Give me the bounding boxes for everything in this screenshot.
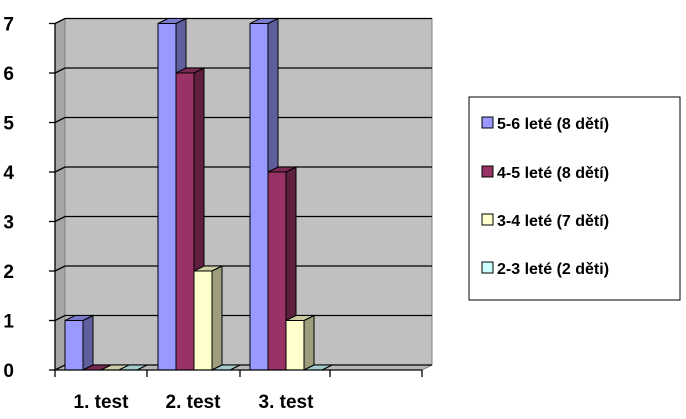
x-tick-label: 1. test — [74, 392, 130, 413]
y-tick-label: 4 — [3, 163, 14, 184]
y-tick-label: 3 — [3, 213, 14, 234]
legend-swatch — [481, 116, 494, 129]
gridline — [54, 166, 432, 173]
y-tick-label: 6 — [3, 64, 14, 85]
bar — [193, 265, 223, 371]
axes — [49, 22, 423, 377]
gridline — [54, 17, 432, 25]
bar — [64, 314, 94, 371]
gridline — [54, 265, 432, 272]
legend-label: 5-6 leté (8 dětí) — [497, 116, 609, 133]
bar-front — [249, 23, 269, 371]
legend-swatch — [481, 165, 494, 178]
x-tick-label: 3. test — [259, 392, 315, 413]
legend-label: 4-5 leté (8 dětí) — [497, 165, 609, 182]
y-tick-label: 5 — [3, 114, 14, 135]
gridline — [54, 116, 432, 124]
bar-front — [64, 320, 84, 371]
bar-front — [175, 72, 195, 371]
legend-swatch — [481, 261, 494, 274]
y-tick-label: 2 — [3, 262, 14, 283]
bar-side — [82, 314, 94, 371]
back-wall — [64, 18, 433, 366]
x-tick-labels: 1. test 2. test 3. test — [74, 392, 315, 413]
legend-label: 3-4 leté (7 dětí) — [497, 213, 609, 230]
gridline — [54, 215, 432, 223]
bar-side — [303, 314, 315, 371]
bar-front — [193, 270, 213, 371]
y-tick-label: 7 — [3, 15, 14, 36]
x-tick-label: 2. test — [166, 392, 222, 413]
legend: 5-6 leté (8 dětí) 4-5 leté (8 dětí) 3-4 le… — [468, 96, 681, 301]
legend-label: 2-3 leté (2 děti) — [497, 261, 609, 278]
bar — [285, 314, 315, 371]
bar-front — [157, 23, 177, 371]
bar-side — [211, 265, 223, 371]
y-tick-labels: 0 1 2 3 4 5 6 7 — [3, 15, 14, 383]
y-tick-label: 1 — [3, 312, 14, 333]
bars — [64, 17, 333, 371]
gridline — [54, 67, 432, 74]
bar-front — [267, 171, 287, 371]
legend-swatch — [481, 213, 494, 226]
bar-front — [285, 320, 305, 371]
y-tick-label: 0 — [3, 361, 14, 382]
legend-box — [468, 96, 681, 301]
plot-walls — [54, 17, 433, 371]
